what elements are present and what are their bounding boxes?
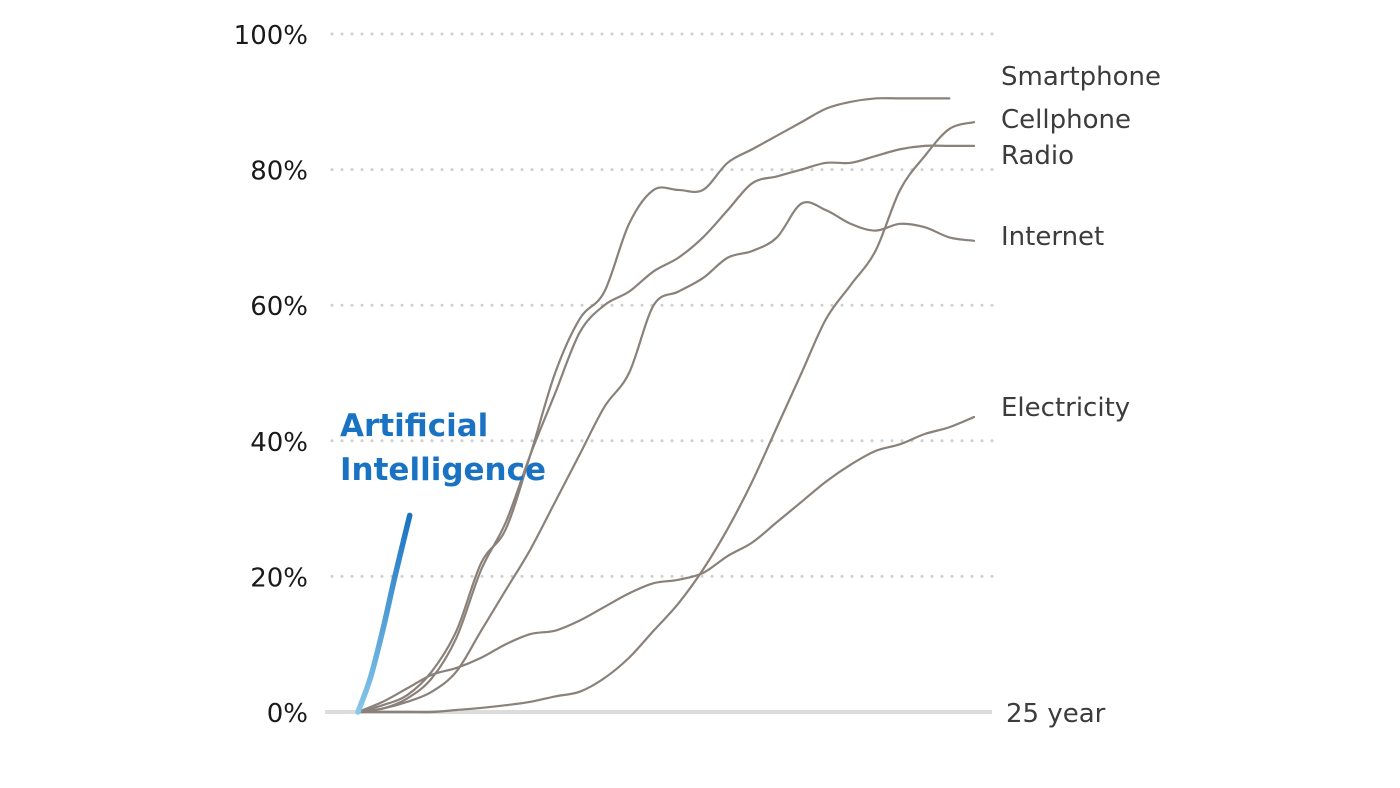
- line-artificial-intelligence: [355, 512, 413, 715]
- label-smartphone: Smartphone: [1001, 62, 1161, 92]
- x-axis-end-label: 25 year: [1006, 699, 1106, 729]
- label-cellphone: Cellphone: [1001, 105, 1131, 135]
- y-tick-label: 60%: [250, 292, 308, 322]
- label-internet: Internet: [1001, 222, 1104, 252]
- series-labels: Smartphone Cellphone Radio Internet Electric…: [1001, 62, 1161, 423]
- label-ai-line-2: Intelligence: [340, 452, 546, 488]
- label-electricity: Electricity: [1001, 393, 1130, 423]
- line-smartphone: [356, 97, 951, 714]
- line-radio: [356, 144, 976, 714]
- y-axis-tick-labels: 0% 20% 40% 60% 80% 100% 25 year: [234, 21, 1106, 729]
- line-electricity: [356, 415, 976, 714]
- y-tick-label: 0%: [267, 699, 308, 729]
- y-tick-label: 100%: [234, 21, 308, 51]
- highlight-series: Artificial Intelligence: [340, 408, 546, 715]
- line-cellphone: [356, 121, 976, 714]
- y-tick-label: 40%: [250, 428, 308, 458]
- gridlines: [325, 32, 997, 714]
- y-tick-label: 20%: [250, 563, 308, 593]
- label-ai-line-1: Artificial: [340, 408, 488, 444]
- y-tick-label: 80%: [250, 157, 308, 187]
- label-radio: Radio: [1001, 141, 1074, 171]
- series-lines: [356, 97, 976, 714]
